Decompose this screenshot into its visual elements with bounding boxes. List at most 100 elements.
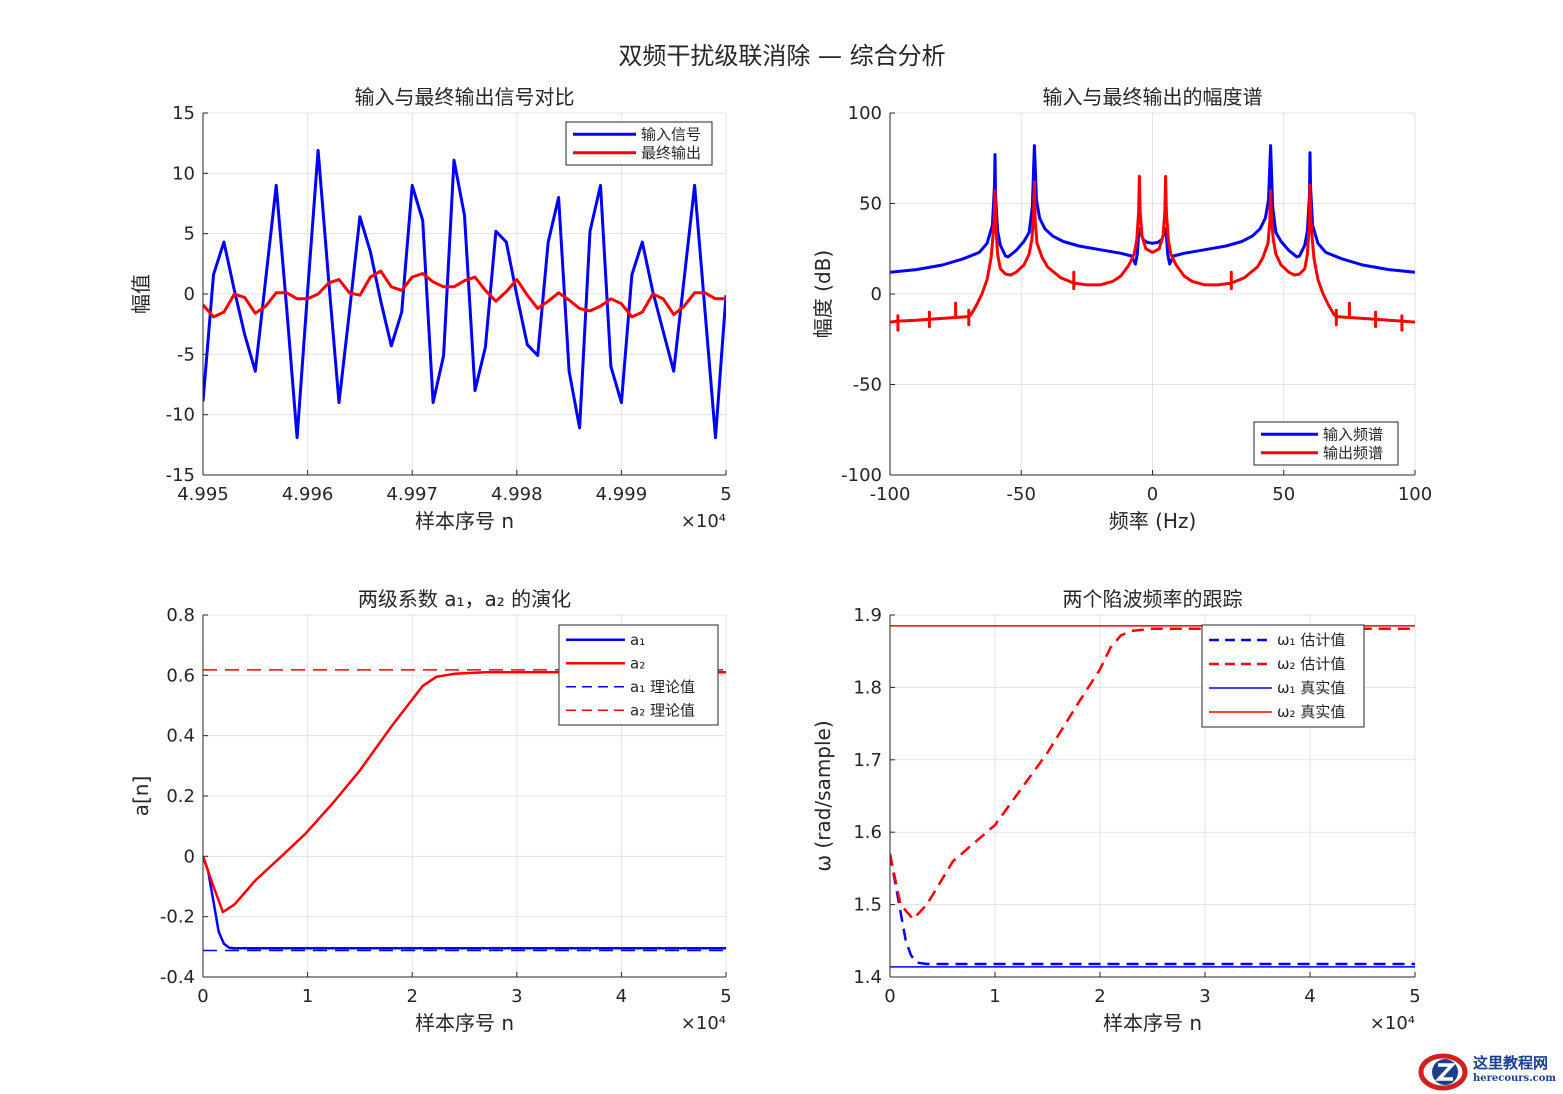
y-tick-label: -100 [841,465,882,486]
x-tick-label: 5 [1409,986,1420,1007]
x-tick-label: 0 [197,986,208,1007]
legend-label: ω₂ 真实值 [1277,703,1345,721]
y-tick-label: 1.4 [853,967,882,988]
x-tick-label: 3 [1199,986,1210,1007]
x-tick-label: 100 [1398,484,1432,505]
y-tick-label: -10 [166,405,195,426]
series-line-1 [890,144,1415,274]
x-exponent-label: ×10⁴ [681,511,726,532]
legend-label: ω₂ 估计值 [1277,655,1345,673]
y-tick-label: 50 [859,194,882,215]
x-tick-label: 4 [616,986,627,1007]
x-axis-label: 频率 (Hz) [1109,509,1197,533]
series-group [890,144,1415,332]
y-tick-label: 5 [184,224,195,245]
watermark-text: 这里教程网 [1473,1054,1549,1072]
x-axis-label: 样本序号 n [415,1011,514,1035]
y-tick-label: 0.6 [166,665,195,686]
x-exponent-label: ×10⁴ [1370,1013,1415,1034]
x-tick-label: 4 [1304,986,1315,1007]
y-axis-label: ω (rad/sample) [811,720,835,871]
legend-label: ω₁ 估计值 [1277,631,1345,649]
legend-label: 最终输出 [641,144,701,162]
series-line-1 [203,148,726,440]
legend-box [1253,421,1399,466]
y-tick-label: 0.4 [166,726,195,747]
y-tick-label: 0 [871,284,882,305]
legend-label: ω₁ 真实值 [1277,679,1345,697]
x-tick-label: 5 [720,986,731,1007]
legend-box [558,624,719,726]
legend-label: a₂ [630,654,645,672]
legend-label: 输入频谱 [1323,425,1383,443]
watermark-sub: herecours.com [1473,1073,1557,1084]
y-tick-label: 1.7 [853,750,882,771]
legend-label: 输入信号 [641,125,701,143]
x-tick-label: 1 [989,986,1000,1007]
y-tick-label: -0.4 [160,967,195,988]
x-tick-label: 4.995 [177,484,229,505]
y-axis-label: 幅值 [129,274,153,314]
series-line-2 [203,671,726,914]
legend-label: a₁ 理论值 [630,678,695,696]
subplot-title: 两级系数 a₁，a₂ 的演化 [358,587,571,611]
y-tick-label: -50 [853,375,882,396]
x-exponent-label: ×10⁴ [681,1013,726,1034]
x-tick-label: 2 [406,986,417,1007]
x-tick-label: 4.998 [491,484,543,505]
subplot-3: 0 1 2 3 4 5 -0.4 -0.2 0 0.2 0.4 0.6 0.8 两级系数 a₁，a₂ 的演… [129,587,732,1035]
y-tick-label: -0.2 [160,907,195,928]
y-tick-label: 1.5 [853,895,882,916]
x-tick-label: 2 [1094,986,1105,1007]
legend[interactable]: a₁ a₂ a₁ 理论值 a₂ 理论值 [558,624,719,726]
y-tick-label: 15 [172,103,195,124]
y-tick-label: -15 [166,465,195,486]
x-axis-label: 样本序号 n [1103,1011,1202,1035]
subplot-2: -100 -50 0 50 100 -100 -50 0 50 100 输入与最终输出的幅度谱频率 … [811,85,1432,533]
x-tick-label: 0 [884,986,895,1007]
y-tick-label: -5 [177,344,195,365]
x-tick-label: 4.996 [282,484,334,505]
y-tick-label: 0.8 [166,605,195,626]
x-tick-label: 3 [511,986,522,1007]
subplot-1: 4.995 4.996 4.997 4.998 4.999 5 -15 -10 -5 0 5 10 15… [129,85,732,533]
legend-box [1201,624,1365,728]
y-tick-label: 0 [184,846,195,867]
x-tick-label: 4.999 [596,484,648,505]
subplot-title: 输入与最终输出信号对比 [355,85,575,109]
series-line-2 [890,174,1415,332]
watermark-z-icon [1418,1053,1468,1091]
x-axis-label: 样本序号 n [415,509,514,533]
figure-suptitle: 双频干扰级联消除 — 综合分析 [618,42,945,70]
legend-label: 输出频谱 [1323,444,1383,462]
y-tick-label: 1.6 [853,822,882,843]
subplot-title: 两个陷波频率的跟踪 [1063,587,1243,611]
legend-label: a₂ 理论值 [630,701,695,719]
x-tick-label: 5 [720,484,731,505]
x-tick-label: 50 [1272,484,1295,505]
y-tick-label: 0 [184,284,195,305]
y-tick-label: 1.9 [853,605,882,626]
x-tick-label: 1 [302,986,313,1007]
y-axis-label: a[n] [129,776,153,817]
x-tick-label: 0 [1147,484,1158,505]
y-tick-label: 0.2 [166,786,195,807]
subplot-title: 输入与最终输出的幅度谱 [1043,85,1263,109]
x-tick-label: 4.997 [386,484,438,505]
y-axis-label: 幅度 (dB) [811,250,835,338]
y-tick-label: 1.8 [853,677,882,698]
series-group [203,669,726,952]
watermark-logo: 这里教程网 herecours.com [1415,1050,1560,1092]
series-line-1 [890,853,1415,966]
series-line-2 [890,627,1415,921]
legend-label: a₁ [630,631,645,649]
legend-box [565,121,713,166]
series-group [203,148,726,440]
y-tick-label: 10 [172,163,195,184]
legend[interactable]: ω₁ 估计值 ω₂ 估计值 ω₁ 真实值 ω₂ 真实值 [1201,624,1365,728]
y-tick-label: 100 [848,103,882,124]
